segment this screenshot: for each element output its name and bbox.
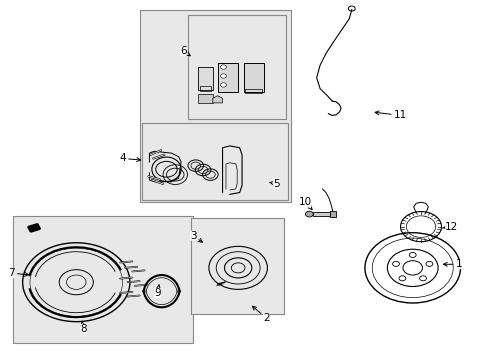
- Text: 6: 6: [180, 46, 190, 56]
- Circle shape: [305, 211, 313, 217]
- Bar: [188, 15, 285, 119]
- Bar: [198, 94, 212, 103]
- Bar: [140, 10, 290, 202]
- Text: 4: 4: [119, 153, 141, 163]
- Bar: [142, 123, 288, 200]
- Bar: [190, 218, 283, 315]
- Bar: [243, 63, 264, 92]
- Bar: [245, 89, 262, 93]
- Bar: [329, 211, 335, 217]
- Bar: [312, 212, 329, 216]
- Text: 3: 3: [190, 231, 202, 242]
- Bar: [200, 86, 210, 91]
- Text: 8: 8: [80, 321, 87, 334]
- Text: 2: 2: [252, 306, 269, 323]
- Text: 12: 12: [442, 222, 457, 231]
- Text: 7: 7: [8, 268, 28, 278]
- Polygon shape: [212, 96, 222, 103]
- Circle shape: [220, 74, 226, 78]
- Bar: [198, 67, 212, 90]
- Text: 1: 1: [443, 259, 462, 269]
- Bar: [13, 216, 193, 343]
- Circle shape: [220, 83, 226, 87]
- Text: 11: 11: [374, 111, 407, 121]
- Text: 10: 10: [298, 197, 311, 210]
- Circle shape: [220, 65, 226, 69]
- Bar: [217, 63, 238, 92]
- Text: 5: 5: [269, 179, 279, 189]
- Text: 9: 9: [154, 285, 161, 298]
